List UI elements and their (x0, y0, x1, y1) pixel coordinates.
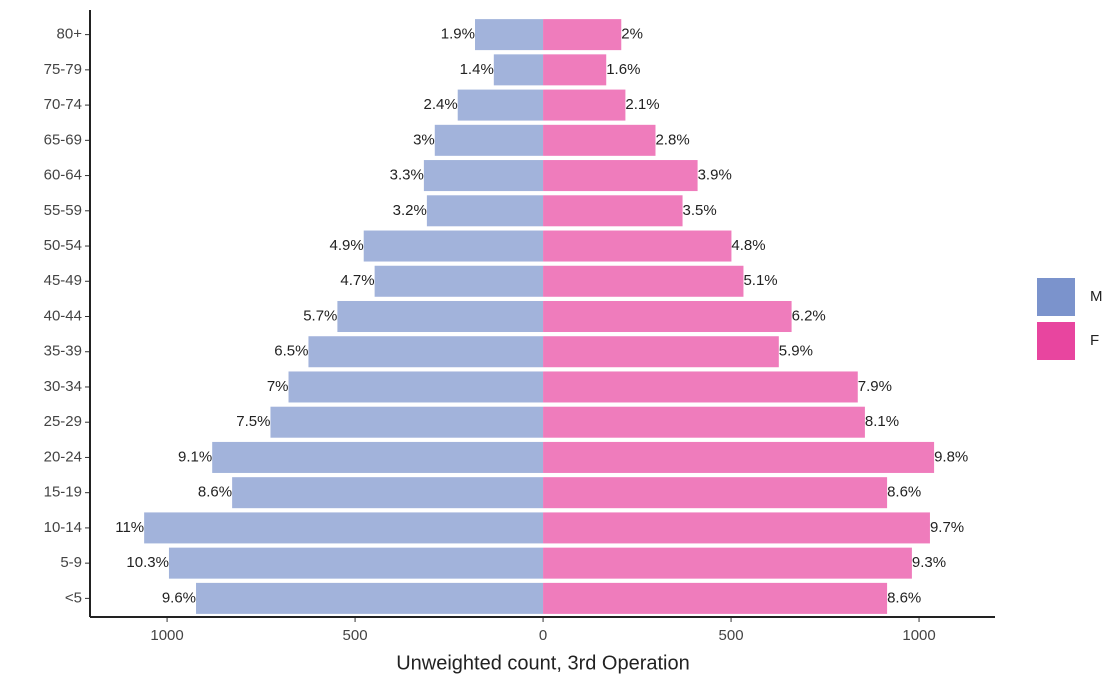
x-tick-label: 500 (719, 627, 744, 644)
data-label: 9.3% (912, 554, 946, 571)
bar (543, 54, 607, 86)
legend-swatch (1037, 322, 1075, 360)
y-tick-label: 75-79 (44, 61, 82, 78)
bar (543, 371, 858, 403)
data-label: 9.6% (162, 589, 196, 606)
bar (543, 265, 744, 297)
y-tick-label: <5 (65, 589, 82, 606)
y-tick-label: 15-19 (44, 484, 82, 501)
data-label: 5.7% (303, 307, 337, 324)
data-label: 2% (621, 26, 643, 43)
bar (457, 89, 544, 121)
y-tick-label: 70-74 (44, 96, 82, 113)
x-tick-label: 500 (343, 627, 368, 644)
bar (543, 441, 935, 473)
bar (423, 160, 544, 192)
bar (493, 54, 544, 86)
bar (543, 160, 698, 192)
y-tick-label: 35-39 (44, 343, 82, 360)
data-label: 2.8% (655, 131, 689, 148)
data-label: 7.9% (858, 378, 892, 395)
data-label: 4.7% (340, 272, 374, 289)
data-label: 9.1% (178, 448, 212, 465)
data-label: 4.9% (330, 237, 364, 254)
bar (543, 477, 888, 509)
bar (543, 195, 683, 227)
bar (363, 230, 544, 262)
bar (288, 371, 544, 403)
data-label: 6.2% (792, 307, 826, 324)
bar (196, 582, 544, 614)
y-tick-label: 60-64 (44, 167, 82, 184)
bar (168, 547, 544, 579)
bar (543, 547, 912, 579)
data-label: 1.4% (460, 61, 494, 78)
data-label: 3.3% (390, 167, 424, 184)
bar (426, 195, 544, 227)
bar (212, 441, 544, 473)
data-label: 10.3% (126, 554, 169, 571)
data-label: 5.9% (779, 343, 813, 360)
x-tick-label: 1000 (150, 627, 183, 644)
data-label: 8.6% (887, 589, 921, 606)
bar (543, 336, 779, 368)
data-label: 9.8% (934, 448, 968, 465)
data-label: 3% (413, 131, 435, 148)
data-label: 8.6% (887, 484, 921, 501)
data-label: 7% (267, 378, 289, 395)
data-label: 9.7% (930, 519, 964, 536)
data-label: 8.6% (198, 484, 232, 501)
data-label: 3.9% (698, 167, 732, 184)
bar (543, 582, 888, 614)
data-label: 8.1% (865, 413, 899, 430)
data-label: 4.8% (731, 237, 765, 254)
bar (543, 512, 930, 544)
legend-label: F (1090, 332, 1099, 349)
data-label: 2.4% (424, 96, 458, 113)
y-tick-label: 65-69 (44, 131, 82, 148)
y-tick-label: 30-34 (44, 378, 82, 395)
y-tick-label: 50-54 (44, 237, 82, 254)
y-tick-label: 10-14 (44, 519, 82, 536)
bar (434, 124, 544, 156)
bar (475, 19, 544, 51)
y-tick-label: 25-29 (44, 413, 82, 430)
y-tick-label: 45-49 (44, 272, 82, 289)
bar (337, 300, 544, 333)
x-axis-title: Unweighted count, 3rd Operation (396, 652, 690, 674)
bar (543, 300, 792, 333)
data-label: 7.5% (236, 413, 270, 430)
legend-label: M (1090, 288, 1103, 305)
bar (374, 265, 544, 297)
y-tick-label: 20-24 (44, 448, 82, 465)
data-label: 6.5% (274, 343, 308, 360)
y-tick-label: 80+ (57, 26, 83, 43)
data-label: 1.6% (606, 61, 640, 78)
bar (543, 19, 622, 51)
legend-swatch (1037, 278, 1075, 316)
data-label: 3.2% (393, 202, 427, 219)
bar (543, 406, 865, 438)
bar (308, 336, 544, 368)
x-tick-label: 1000 (902, 627, 935, 644)
data-label: 5.1% (743, 272, 777, 289)
data-label: 3.5% (683, 202, 717, 219)
bar (543, 89, 626, 121)
bar (543, 124, 656, 156)
y-tick-label: 40-44 (44, 307, 82, 324)
bar (144, 512, 544, 544)
data-label: 2.1% (625, 96, 659, 113)
bar (270, 406, 544, 438)
data-label: 11% (115, 519, 144, 536)
data-label: 1.9% (441, 26, 475, 43)
y-tick-label: 5-9 (60, 554, 82, 571)
x-tick-label: 0 (539, 627, 547, 644)
y-tick-label: 55-59 (44, 202, 82, 219)
bar (232, 477, 544, 509)
bar (543, 230, 732, 262)
